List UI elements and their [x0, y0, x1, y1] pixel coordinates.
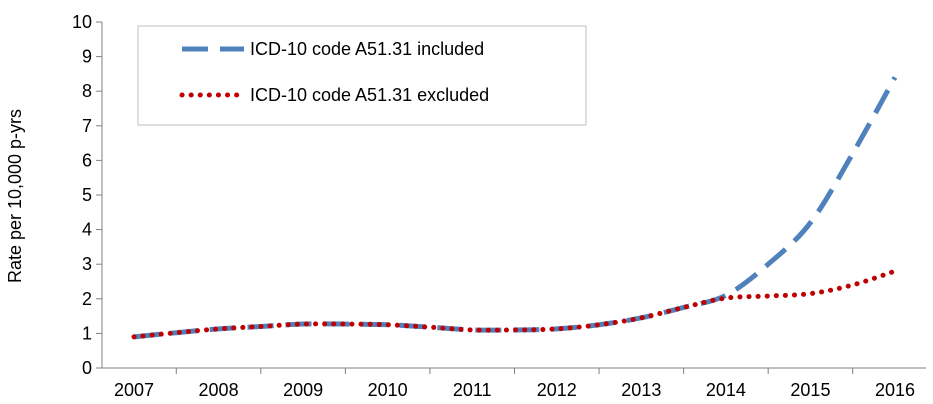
x-tick-label: 2008	[199, 380, 239, 400]
y-tick-label: 7	[82, 116, 92, 136]
y-tick-label: 0	[82, 358, 92, 378]
y-tick-label: 1	[82, 323, 92, 343]
x-tick-label: 2007	[114, 380, 154, 400]
legend-label-included: ICD-10 code A51.31 included	[250, 39, 484, 59]
x-tick-label: 2010	[368, 380, 408, 400]
plot-area	[131, 76, 898, 340]
y-tick-label: 2	[82, 289, 92, 309]
x-tick-label: 2014	[706, 380, 746, 400]
legend-box	[137, 25, 587, 126]
y-tick-label: 10	[72, 12, 92, 32]
x-tick-label: 2011	[453, 380, 492, 400]
x-tick-label: 2012	[537, 380, 577, 400]
y-tick-label: 3	[82, 254, 92, 274]
series-line-excluded	[131, 268, 898, 340]
y-tick-label: 4	[82, 220, 92, 240]
legend-label-excluded: ICD-10 code A51.31 excluded	[250, 85, 489, 105]
y-axis: 0 1 2 3 4 5 6 7 8 9 10	[72, 12, 103, 378]
y-tick-label: 8	[82, 81, 92, 101]
y-tick-label: 6	[82, 150, 92, 170]
y-axis-title: Rate per 10,000 p-yrs	[5, 109, 25, 283]
x-tick-label: 2016	[875, 380, 915, 400]
x-axis: 2007 2008 2009 2010 2011 2012 2013 2014 2015 2016	[102, 367, 926, 400]
y-tick-label: 5	[82, 185, 92, 205]
x-tick-label: 2009	[283, 380, 323, 400]
x-tick-label: 2015	[790, 380, 830, 400]
x-tick-label: 2013	[621, 380, 661, 400]
legend: ICD-10 code A51.31 included ICD-10 code …	[137, 25, 587, 126]
y-tick-label: 9	[82, 47, 92, 67]
